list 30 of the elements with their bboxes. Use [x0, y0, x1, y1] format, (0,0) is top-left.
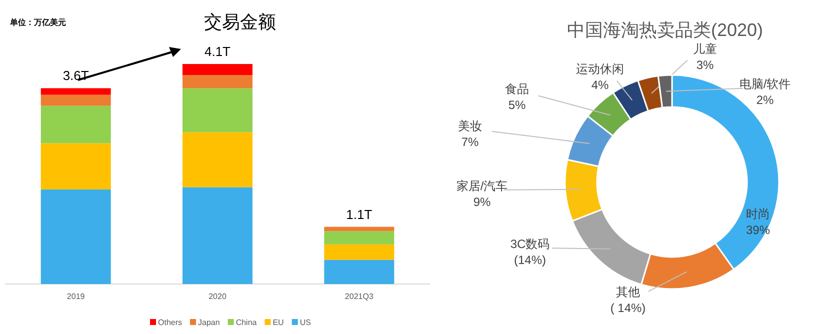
slice-label: 儿童: [693, 42, 717, 56]
slice-label: 食品: [505, 82, 529, 96]
annotation: 1.1T: [346, 206, 372, 222]
legend-label: EU: [272, 318, 284, 327]
slice-label: 3C数码: [510, 237, 550, 251]
x-tick-label: 2019: [66, 292, 86, 301]
data-label: 9%: [473, 195, 491, 209]
legend-label: Japan: [198, 318, 220, 327]
x-tick-label: 2021Q3: [344, 292, 374, 301]
annotation: 4.1T: [204, 44, 231, 59]
data-label: 4%: [591, 78, 609, 92]
legend-label: US: [300, 318, 311, 327]
slice-label: 其他: [616, 285, 640, 299]
data-label: (14%): [514, 253, 546, 267]
data-label: 3%: [696, 58, 714, 72]
data-label: 2%: [756, 93, 774, 107]
data-label: ( 14%): [610, 301, 646, 315]
slice-label: 运动休闲: [576, 62, 624, 76]
chart-title: 交易金额: [204, 12, 276, 32]
slice-label: 时尚: [746, 207, 770, 221]
data-label: 7%: [461, 135, 479, 149]
slice-label: 家居/汽车: [456, 179, 508, 193]
legend-label: China: [236, 318, 258, 327]
slice-label: 美妆: [458, 119, 482, 133]
chart-title: 中国海淘热卖品类(2020): [566, 20, 764, 40]
slice-label: 电脑/软件: [739, 77, 791, 91]
data-label: 5%: [508, 98, 526, 112]
text: 单位：万亿美元: [9, 17, 66, 27]
x-tick-label: 2020: [208, 292, 227, 301]
legend-label: Others: [158, 318, 182, 327]
